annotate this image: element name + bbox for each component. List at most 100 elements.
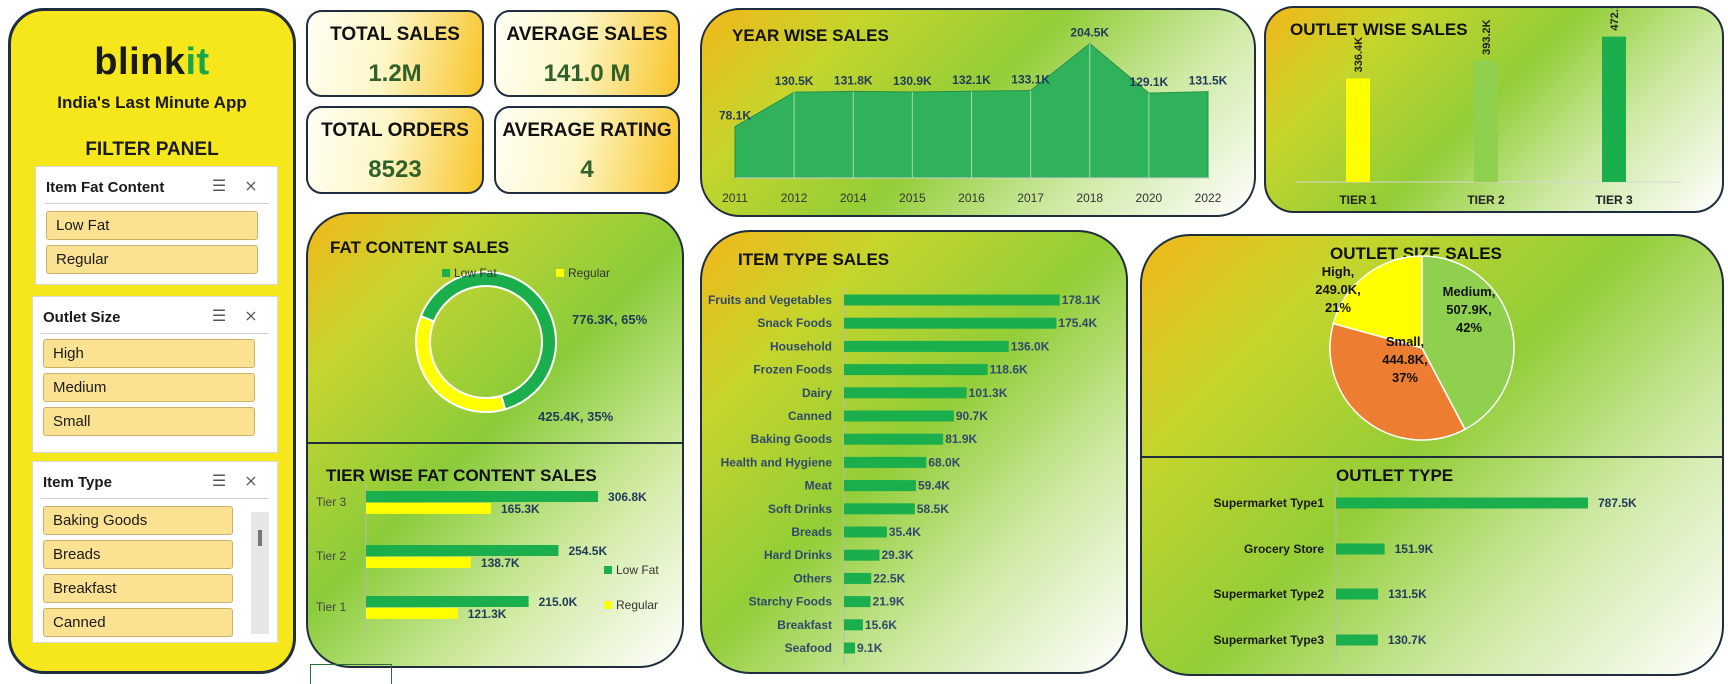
x-tick-label: 2020 xyxy=(1136,191,1163,205)
bar xyxy=(844,526,887,538)
bar xyxy=(366,557,471,568)
data-label: 444.8K, xyxy=(1382,352,1428,367)
legend-swatch xyxy=(442,269,450,277)
slicer-scrollbar[interactable] xyxy=(251,512,269,634)
x-tick-label: 2016 xyxy=(958,191,985,205)
data-label: 130.5K xyxy=(775,74,814,88)
data-label: 131.5K xyxy=(1189,74,1228,88)
kpi-value: 141.0 M xyxy=(543,60,631,87)
data-label: 215.0K xyxy=(539,595,578,609)
slicer-title: Item Fat Content xyxy=(46,179,165,196)
brand-tagline: India's Last Minute App xyxy=(57,93,247,112)
multi-select-icon[interactable]: ☰ xyxy=(211,178,227,195)
y-tick-label: Hard Drinks xyxy=(764,548,832,562)
data-label: 132.1K xyxy=(952,73,991,87)
data-label: 151.9K xyxy=(1395,542,1434,556)
x-tick-label: 2014 xyxy=(840,191,867,205)
bar xyxy=(844,572,872,584)
slicer-item-fat-content: Item Fat Content ☰ ⨯ Low Fat Regular xyxy=(35,166,278,285)
data-label: High, xyxy=(1322,264,1355,279)
slicer-title: Outlet Size xyxy=(43,309,121,326)
slicer-option[interactable]: Breads xyxy=(43,540,233,569)
data-label: 472.1K xyxy=(1609,8,1621,31)
slicer-option[interactable]: Breakfast xyxy=(43,574,233,603)
y-tick-label: Baking Goods xyxy=(751,432,833,446)
data-label: 29.3K xyxy=(881,548,913,562)
brand-logo: blinkit xyxy=(11,41,293,84)
bar xyxy=(366,545,559,556)
clear-filter-icon[interactable]: ⨯ xyxy=(244,473,258,490)
clear-filter-icon[interactable]: ⨯ xyxy=(244,178,258,195)
legend-label: Regular xyxy=(568,266,610,280)
data-label: 118.6K xyxy=(990,363,1028,377)
bar xyxy=(844,549,880,561)
legend-label: Low Fat xyxy=(454,266,497,280)
kpi-label: AVERAGE RATING xyxy=(502,120,672,141)
slicer-option[interactable]: Canned xyxy=(43,608,233,637)
bar xyxy=(844,619,863,631)
x-tick-label: 2015 xyxy=(899,191,926,205)
brand-name-part1: blink xyxy=(94,41,186,83)
data-label: 42% xyxy=(1456,320,1482,335)
chart-title: ITEM TYPE SALES xyxy=(738,250,890,269)
slicer-option[interactable]: Baking Goods xyxy=(43,506,233,535)
bar xyxy=(366,503,492,514)
kpi-value: 4 xyxy=(580,156,594,183)
slicer-header: Item Type ☰ ⨯ xyxy=(41,468,269,499)
bar xyxy=(1336,543,1385,555)
slicer-option[interactable]: Low Fat xyxy=(46,211,258,240)
y-tick-label: Fruits and Vegetables xyxy=(708,293,832,307)
y-tick-label: Household xyxy=(770,339,832,353)
data-label: 130.9K xyxy=(893,74,932,88)
section-divider xyxy=(1142,456,1722,458)
fat-content-donut-chart: Low Fat Regular 776.3K, 65% 425.4K, 35% xyxy=(415,266,648,424)
data-label: 175.4K xyxy=(1058,316,1097,330)
multi-select-icon[interactable]: ☰ xyxy=(211,473,227,490)
data-label: 507.9K, xyxy=(1446,302,1492,317)
data-label: 35.4K xyxy=(889,525,921,539)
legend-swatch xyxy=(604,601,612,609)
x-tick-label: 2017 xyxy=(1017,191,1044,205)
slicer-title: Item Type xyxy=(43,474,112,491)
bar xyxy=(366,608,458,619)
bar xyxy=(1336,634,1378,646)
data-label: 130.7K xyxy=(1388,633,1427,647)
y-tick-label: Supermarket Type3 xyxy=(1214,633,1325,647)
y-tick-label: Others xyxy=(793,571,832,585)
y-tick-label: Snack Foods xyxy=(757,316,832,330)
filter-sidebar: blinkit India's Last Minute App FILTER P… xyxy=(8,8,296,674)
slicer-option[interactable]: Regular xyxy=(46,245,258,274)
kpi-total-sales: TOTAL SALES 1.2M xyxy=(306,10,484,97)
data-label: 249.0K, xyxy=(1315,282,1361,297)
data-label: 58.5K xyxy=(917,502,949,516)
kpi-label: TOTAL ORDERS xyxy=(321,120,469,141)
slicer-outlet-size: Outlet Size ☰ ⨯ High Medium Small xyxy=(32,296,278,453)
chart-title: OUTLET WISE SALES xyxy=(1290,20,1468,39)
bar xyxy=(844,364,988,376)
data-label: 131.5K xyxy=(1388,587,1427,601)
y-tick-label: Soft Drinks xyxy=(768,502,832,516)
data-label: 136.0K xyxy=(1011,339,1050,353)
slicer-item-type: Item Type ☰ ⨯ Baking Goods Breads Breakf… xyxy=(32,461,278,643)
data-label: Small, xyxy=(1386,334,1424,349)
chart-title: OUTLET SIZE SALES xyxy=(1330,244,1502,263)
multi-select-icon[interactable]: ☰ xyxy=(211,308,227,325)
bar xyxy=(844,642,856,654)
y-tick-label: Health and Hygiene xyxy=(721,455,833,469)
selection-box xyxy=(310,664,392,684)
bar xyxy=(1346,78,1370,182)
kpi-label: AVERAGE SALES xyxy=(506,24,668,45)
x-tick-label: 2022 xyxy=(1195,191,1222,205)
data-label: 21.9K xyxy=(873,595,905,609)
bar xyxy=(366,596,529,607)
slicer-option[interactable]: High xyxy=(43,339,255,368)
bar xyxy=(844,340,1009,352)
slicer-option[interactable]: Small xyxy=(43,407,255,436)
scrollbar-thumb[interactable] xyxy=(258,530,262,546)
slicer-option[interactable]: Medium xyxy=(43,373,255,402)
legend-label: Low Fat xyxy=(616,563,659,577)
clear-filter-icon[interactable]: ⨯ xyxy=(244,308,258,325)
kpi-average-rating: AVERAGE RATING 4 xyxy=(494,106,680,194)
bar xyxy=(844,480,916,492)
item-type-sales-chart: Fruits and Vegetables 178.1K Snack Foods 17… xyxy=(708,288,1101,666)
